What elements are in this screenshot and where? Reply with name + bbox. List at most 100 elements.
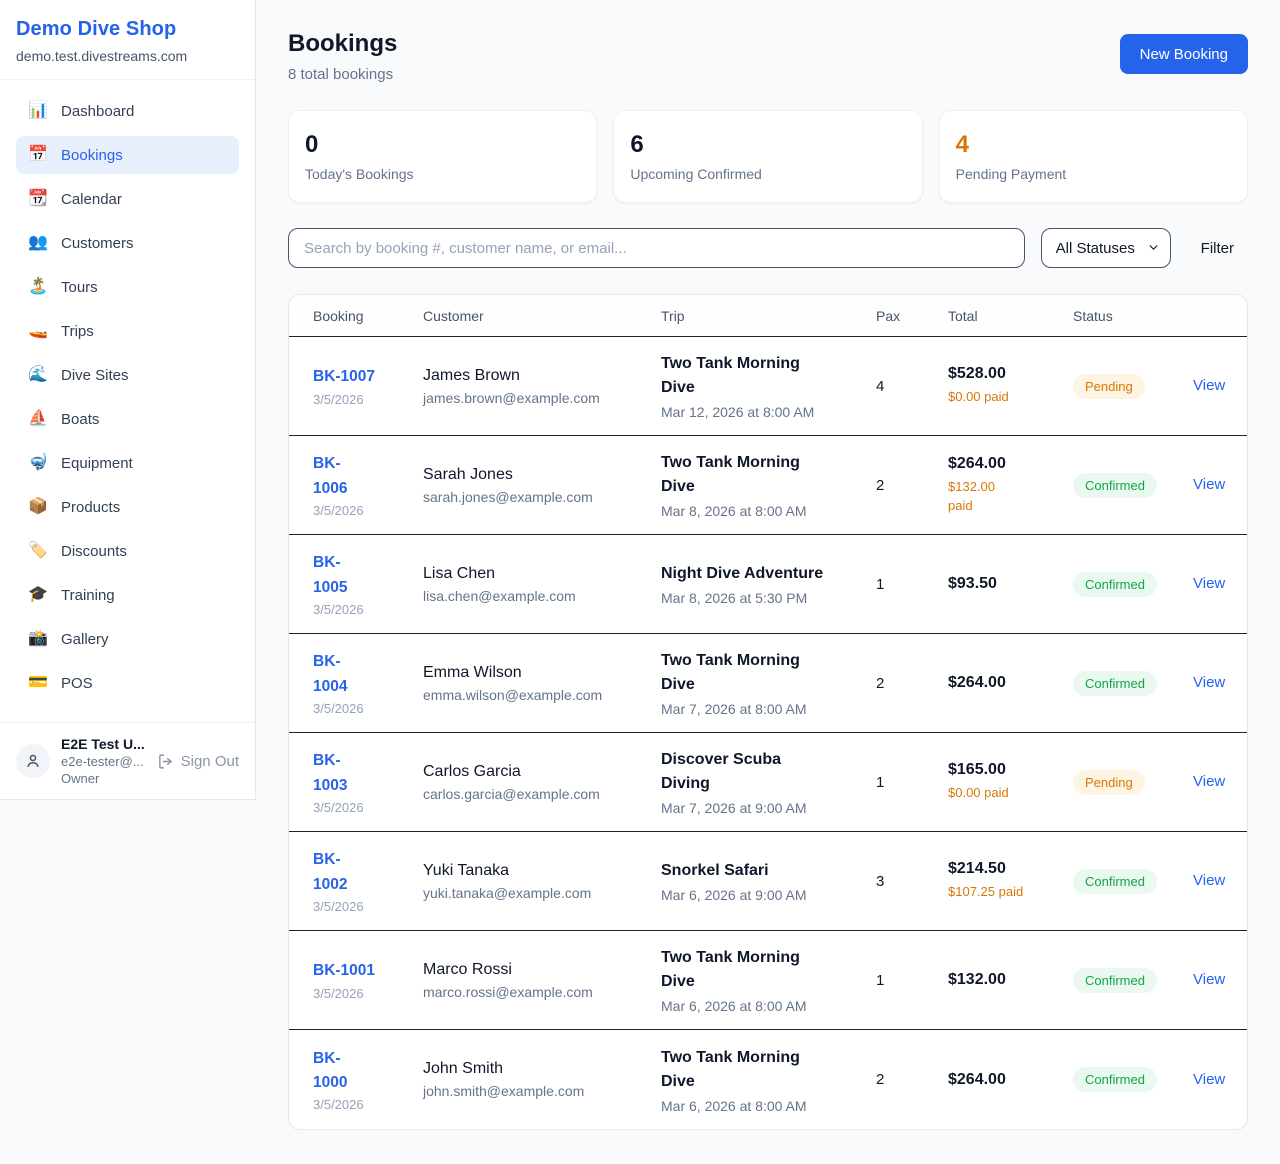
sidebar-header: Demo Dive Shop demo.test.divestreams.com xyxy=(0,0,255,80)
cell-total: $264.00 xyxy=(948,1071,1073,1089)
booking-date: 3/5/2026 xyxy=(313,1097,364,1113)
sidebar-item-boats[interactable]: ⛵ Boats xyxy=(16,400,239,438)
sidebar-item-tours[interactable]: 🏝️ Tours xyxy=(16,268,239,306)
sidebar-item-label: POS xyxy=(61,674,93,692)
view-link[interactable]: View xyxy=(1193,575,1226,592)
sign-out-button[interactable]: Sign Out xyxy=(157,753,239,770)
booking-id-link[interactable]: BK- 1002 xyxy=(313,851,348,893)
stat-label: Today's Bookings xyxy=(305,166,414,182)
paid-amount: $0.00 paid xyxy=(948,389,1009,405)
booking-id-link[interactable]: BK- 1005 xyxy=(313,554,348,596)
cell-total: $264.00 xyxy=(948,674,1073,692)
table-row: BK- 1002 3/5/2026 Yuki Tanaka yuki.tanak… xyxy=(289,832,1247,931)
view-link[interactable]: View xyxy=(1193,674,1226,691)
view-link[interactable]: View xyxy=(1193,377,1226,394)
stat-value: 4 xyxy=(955,131,970,158)
view-link[interactable]: View xyxy=(1193,971,1226,988)
booking-id-link[interactable]: BK- 1000 xyxy=(313,1049,348,1091)
tag-icon: 🏷️ xyxy=(28,542,48,559)
sidebar-item-label: Dive Sites xyxy=(61,366,129,384)
diving-mask-icon: 🤿 xyxy=(28,454,48,471)
status-select[interactable]: All Statuses xyxy=(1040,228,1171,268)
total-amount: $264.00 xyxy=(948,674,1006,691)
trip-datetime: Mar 6, 2026 at 8:00 AM xyxy=(661,1097,807,1114)
shop-domain: demo.test.divestreams.com xyxy=(16,48,188,64)
cell-pax: 1 xyxy=(876,971,885,989)
sidebar-item-label: Tours xyxy=(61,278,98,296)
status-badge: Confirmed xyxy=(1073,571,1157,597)
sidebar-item-label: Boats xyxy=(61,410,100,428)
sidebar-item-gallery[interactable]: 📸 Gallery xyxy=(16,620,239,658)
sidebar-item-equipment[interactable]: 🤿 Equipment xyxy=(16,444,239,482)
trip-datetime: Mar 8, 2026 at 8:00 AM xyxy=(661,503,807,519)
booking-date: 3/5/2026 xyxy=(313,502,364,518)
cell-pax: 1 xyxy=(876,575,885,593)
view-link[interactable]: View xyxy=(1193,476,1226,493)
booking-date: 3/5/2026 xyxy=(313,391,364,407)
col-header-booking: Booking xyxy=(313,307,364,324)
sidebar-item-pos[interactable]: 💳 POS xyxy=(16,664,239,702)
sidebar-item-dive-sites[interactable]: 🌊 Dive Sites xyxy=(16,356,239,394)
total-amount: $165.00 xyxy=(948,761,1006,779)
trip-datetime: Mar 8, 2026 at 5:30 PM xyxy=(661,590,808,606)
booking-id-link[interactable]: BK-1001 xyxy=(313,962,376,980)
col-header-customer: Customer xyxy=(423,307,484,324)
customer-name: Emma Wilson xyxy=(423,663,522,681)
customer-name: Lisa Chen xyxy=(423,564,496,582)
sidebar-item-discounts[interactable]: 🏷️ Discounts xyxy=(16,532,239,570)
cell-pax: 4 xyxy=(876,377,885,395)
sidebar-item-label: Trips xyxy=(61,322,94,340)
trip-datetime: Mar 7, 2026 at 9:00 AM xyxy=(661,800,807,816)
cell-pax: 2 xyxy=(876,476,885,494)
cell-pax: 2 xyxy=(876,674,885,692)
view-link[interactable]: View xyxy=(1193,1070,1226,1088)
user-role: Owner xyxy=(61,771,100,786)
new-booking-button[interactable]: New Booking xyxy=(1119,34,1248,74)
booking-id-link[interactable]: BK-1007 xyxy=(313,368,376,386)
trip-name: Two Tank Morning Dive xyxy=(661,1048,800,1090)
total-amount: $214.50 xyxy=(948,860,1006,878)
booking-date: 3/5/2026 xyxy=(313,700,364,716)
stat-value: 0 xyxy=(305,131,319,158)
cell-customer: Carlos Garcia carlos.garcia@example.com xyxy=(423,763,661,802)
table-row: BK- 1006 3/5/2026 Sarah Jones sarah.jone… xyxy=(289,436,1247,535)
cell-total: $132.00 xyxy=(948,971,1073,989)
stat-value: 6 xyxy=(630,131,644,158)
booking-id-link[interactable]: BK- 1003 xyxy=(313,752,348,794)
sidebar-item-trips[interactable]: 🚤 Trips xyxy=(16,312,239,350)
stat-card: 6 Upcoming Confirmed xyxy=(613,110,923,203)
customer-email: lisa.chen@example.com xyxy=(423,587,576,604)
filter-button[interactable]: Filter xyxy=(1187,240,1248,257)
cell-booking: BK-1007 3/5/2026 xyxy=(313,365,423,406)
booking-id-link[interactable]: BK- 1006 xyxy=(313,455,348,497)
cell-booking: BK- 1004 3/5/2026 xyxy=(313,650,423,715)
bookings-table: Booking Customer Trip Pax Total Status B… xyxy=(288,294,1248,1130)
stat-label: Upcoming Confirmed xyxy=(630,166,762,182)
sidebar-item-dashboard[interactable]: 📊 Dashboard xyxy=(16,92,239,130)
table-row: BK- 1005 3/5/2026 Lisa Chen lisa.chen@ex… xyxy=(289,535,1247,634)
customer-email: james.brown@example.com xyxy=(423,389,600,406)
sidebar-item-training[interactable]: 🎓 Training xyxy=(16,576,239,614)
view-link[interactable]: View xyxy=(1193,872,1226,889)
customer-email: emma.wilson@example.com xyxy=(423,686,603,703)
sidebar-item-bookings[interactable]: 📅 Bookings xyxy=(16,136,239,174)
sidebar-item-label: Dashboard xyxy=(61,102,135,120)
cell-actions: View xyxy=(1193,971,1225,989)
search-input[interactable] xyxy=(288,228,1025,268)
cell-trip: Two Tank Morning Dive Mar 6, 2026 at 8:0… xyxy=(661,946,876,1014)
avatar xyxy=(16,744,50,778)
sidebar-item-calendar[interactable]: 📆 Calendar xyxy=(16,180,239,218)
trip-name: Discover Scuba Diving xyxy=(661,751,782,792)
island-icon: 🏝️ xyxy=(28,278,48,295)
trip-name: Two Tank Morning Dive xyxy=(661,652,800,693)
cell-total: $264.00 $132.00 paid xyxy=(948,455,1073,516)
cell-total: $93.50 xyxy=(948,575,1073,593)
cell-trip: Two Tank Morning Dive Mar 12, 2026 at 8:… xyxy=(661,352,876,420)
cell-actions: View xyxy=(1193,575,1225,593)
sidebar-item-products[interactable]: 📦 Products xyxy=(16,488,239,526)
view-link[interactable]: View xyxy=(1193,773,1226,790)
sidebar-item-customers[interactable]: 👥 Customers xyxy=(16,224,239,262)
booking-id-link[interactable]: BK- 1004 xyxy=(313,653,348,695)
sidebar-item-label: Discounts xyxy=(61,542,127,560)
tear-off-calendar-icon: 📆 xyxy=(28,190,48,207)
